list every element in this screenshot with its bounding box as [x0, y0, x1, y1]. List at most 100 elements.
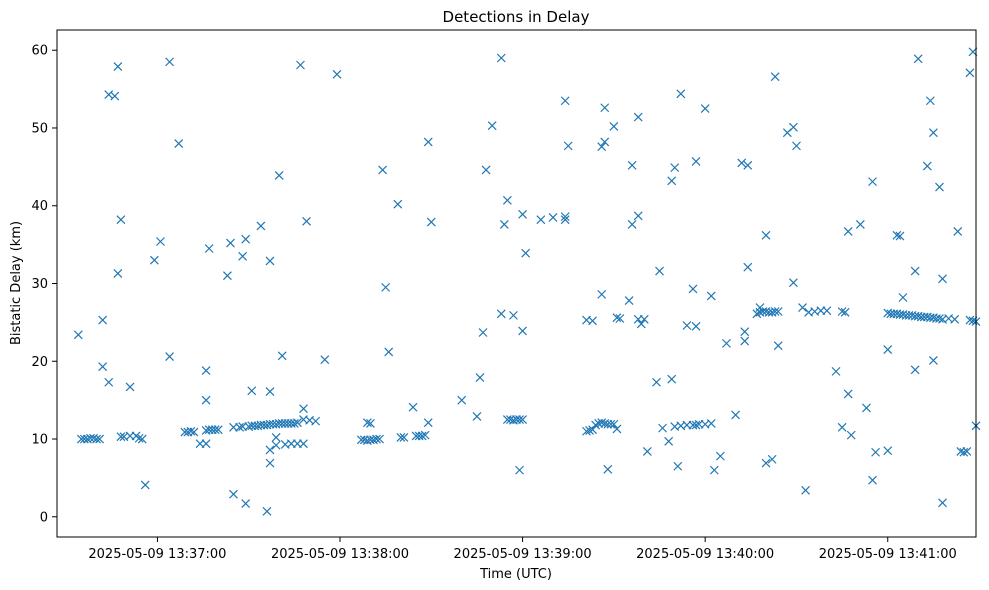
data-point: [636, 319, 646, 329]
data-point: [667, 374, 677, 384]
data-point: [226, 238, 235, 248]
data-point: [868, 475, 877, 485]
data-point: [670, 163, 680, 173]
data-point: [116, 215, 126, 225]
data-point: [201, 395, 211, 405]
data-point: [302, 216, 311, 226]
data-point: [104, 377, 114, 387]
data-point: [667, 176, 677, 186]
data-point: [265, 387, 275, 397]
data-point: [938, 498, 947, 508]
data-point: [588, 316, 598, 326]
data-point: [92, 434, 101, 444]
data-point: [761, 230, 771, 240]
data-point: [652, 377, 661, 387]
data-point: [624, 296, 634, 306]
data-point: [384, 347, 394, 357]
data-point: [274, 170, 284, 180]
data-point: [950, 314, 960, 324]
data-point: [928, 128, 938, 138]
data-point: [938, 274, 947, 284]
data-point: [895, 231, 905, 241]
data-point: [73, 330, 83, 340]
data-point: [496, 53, 506, 63]
data-point: [423, 137, 433, 147]
data-point: [472, 412, 482, 421]
data-point: [822, 306, 832, 316]
data-point: [788, 278, 798, 288]
data-point: [210, 425, 220, 435]
data-point: [560, 96, 570, 106]
data-point: [563, 141, 573, 151]
data-point: [423, 418, 433, 428]
data-point: [773, 341, 783, 351]
y-tick-label: 0: [40, 510, 48, 525]
data-point: [798, 303, 807, 313]
data-point: [201, 439, 211, 449]
data-point: [213, 425, 223, 435]
data-point: [962, 447, 972, 456]
data-point: [612, 424, 622, 434]
data-point: [770, 72, 780, 82]
data-point: [706, 419, 716, 428]
data-point: [959, 447, 969, 457]
data-point: [600, 137, 610, 147]
data-point: [515, 465, 524, 475]
data-point: [770, 307, 780, 316]
data-point: [639, 314, 649, 324]
data-point: [691, 156, 701, 166]
data-point: [935, 182, 944, 192]
data-point: [496, 309, 506, 319]
data-point: [299, 439, 308, 449]
data-point: [204, 244, 214, 253]
data-point: [627, 219, 637, 229]
data-point: [487, 121, 497, 131]
data-point: [676, 89, 686, 99]
data-point: [862, 403, 871, 413]
data-point: [871, 447, 881, 457]
x-tick-label: 2025-05-09 13:37:00: [88, 547, 226, 562]
x-tick-label: 2025-05-09 13:40:00: [636, 547, 774, 562]
data-point: [201, 366, 211, 376]
data-point: [743, 262, 753, 272]
data-point: [536, 215, 546, 225]
data-point: [548, 212, 558, 222]
data-point: [265, 458, 275, 468]
data-point: [868, 177, 877, 187]
data-point: [372, 434, 381, 444]
data-point: [700, 104, 710, 113]
data-point: [262, 506, 272, 516]
data-point: [174, 139, 184, 148]
data-point: [655, 266, 664, 276]
data-point: [247, 386, 257, 396]
data-point: [113, 268, 123, 278]
data-point: [366, 419, 375, 428]
chart-title: Detections in Delay: [443, 8, 590, 26]
data-point: [837, 422, 847, 432]
data-point: [521, 248, 531, 258]
data-point: [189, 427, 199, 437]
data-point: [597, 289, 607, 299]
data-point: [499, 219, 509, 229]
data-point: [913, 54, 923, 64]
y-tick-label: 50: [31, 121, 48, 136]
data-point: [755, 303, 765, 313]
data-point: [840, 307, 850, 317]
data-point: [98, 315, 108, 325]
data-point: [642, 447, 652, 456]
data-point: [883, 446, 893, 456]
data-point: [773, 307, 783, 316]
data-point: [140, 480, 150, 490]
data-point: [664, 436, 674, 446]
y-axis-label: Bistatic Delay (km): [9, 221, 24, 345]
data-point: [606, 419, 616, 429]
data-point: [691, 420, 701, 430]
data-point: [883, 345, 893, 355]
data-point: [560, 212, 570, 222]
data-point: [381, 282, 391, 292]
data-point: [396, 433, 406, 442]
data-point: [320, 355, 330, 365]
data-point: [603, 464, 613, 474]
data-point: [393, 199, 403, 209]
